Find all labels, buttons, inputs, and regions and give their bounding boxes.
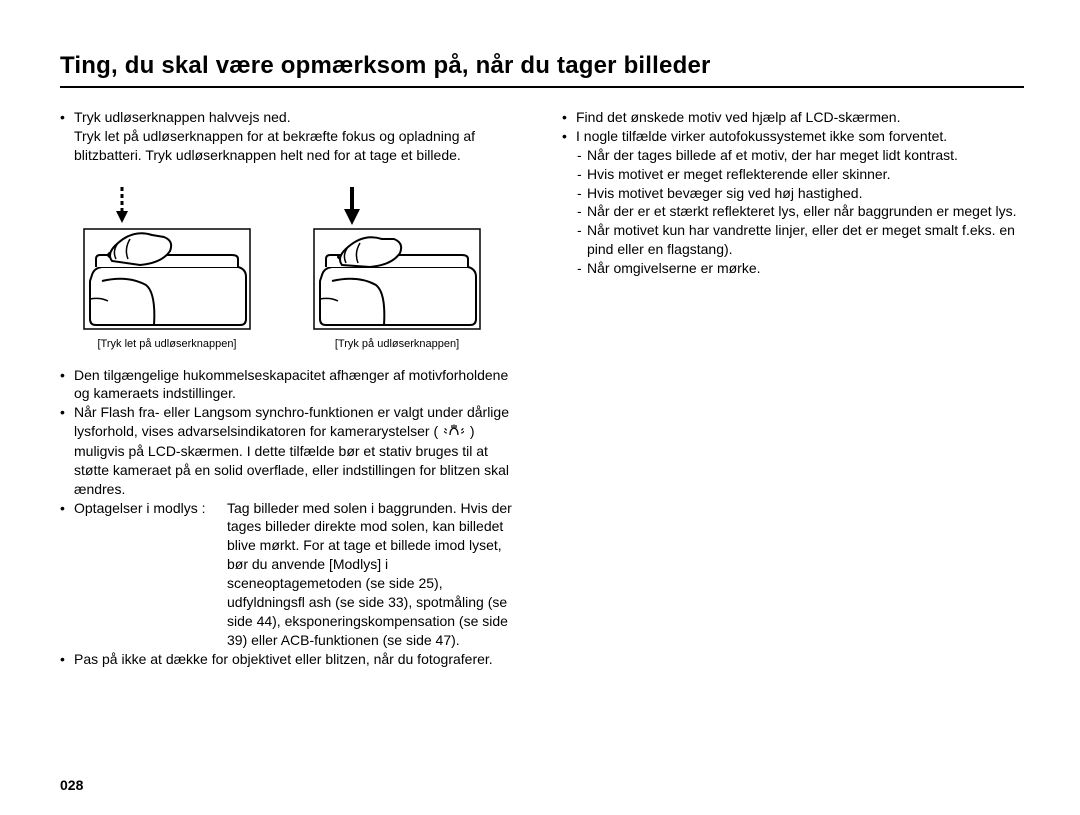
bullet-text: Optagelser i modlys : Tag billeder med s… <box>74 499 522 650</box>
camera-shake-icon <box>444 423 464 442</box>
bullet-text: Pas på ikke at dække for objektivet elle… <box>74 650 522 669</box>
dash-marker: - <box>577 202 587 221</box>
dash-text: Hvis motivet er meget reflekterende elle… <box>587 165 1024 184</box>
hanging-label: Optagelser i modlys : <box>74 499 227 650</box>
bullet-item: • Tryk udløserknappen halvvejs ned. Tryk… <box>60 108 522 165</box>
dash-item: -Hvis motivet er meget reflekterende ell… <box>577 165 1024 184</box>
bullet-item: • I nogle tilfælde virker autofokussyste… <box>562 127 1024 146</box>
figure-half-press: [Tryk let på udløserknappen] <box>82 181 252 352</box>
dash-list: -Når der tages billede af et motiv, der … <box>577 146 1024 278</box>
bullet-text: Tryk udløserknappen halvvejs ned. Tryk l… <box>74 108 522 165</box>
bullet-item: • Pas på ikke at dække for objektivet el… <box>60 650 522 669</box>
bullet-text: I nogle tilfælde virker autofokussysteme… <box>576 127 1024 146</box>
shutter-full-press-illustration <box>312 181 482 331</box>
bullet-text: Den tilgængelige hukommelseskapacitet af… <box>74 366 522 404</box>
bullet-item: • Når Flash fra- eller Langsom synchro-f… <box>60 403 522 498</box>
dash-marker: - <box>577 259 587 278</box>
figure-full-press: [Tryk på udløserknappen] <box>312 181 482 352</box>
dash-text: Når omgivelserne er mørke. <box>587 259 1024 278</box>
b1-lead: Tryk udløserknappen halvvejs ned. <box>74 109 291 125</box>
dash-marker: - <box>577 221 587 259</box>
bullet-marker: • <box>60 499 74 650</box>
content-columns: • Tryk udløserknappen halvvejs ned. Tryk… <box>60 108 1024 669</box>
left-column: • Tryk udløserknappen halvvejs ned. Tryk… <box>60 108 522 669</box>
dash-item: -Når der er et stærkt reflekteret lys, e… <box>577 202 1024 221</box>
bullet-text: Find det ønskede motiv ved hjælp af LCD-… <box>576 108 1024 127</box>
dash-item: -Hvis motivet bevæger sig ved høj hastig… <box>577 184 1024 203</box>
shutter-half-press-illustration <box>82 181 252 331</box>
bullet-item: • Optagelser i modlys : Tag billeder med… <box>60 499 522 650</box>
dash-text: Når der er et stærkt reflekteret lys, el… <box>587 202 1024 221</box>
dash-item: -Når motivet kun har vandrette linjer, e… <box>577 221 1024 259</box>
figure-caption: [Tryk let på udløserknappen] <box>98 337 237 352</box>
bullet-item: • Find det ønskede motiv ved hjælp af LC… <box>562 108 1024 127</box>
bullet-marker: • <box>60 650 74 669</box>
bullet-text: Når Flash fra- eller Langsom synchro-fun… <box>74 403 522 498</box>
dash-marker: - <box>577 184 587 203</box>
right-column: • Find det ønskede motiv ved hjælp af LC… <box>562 108 1024 669</box>
manual-page: Ting, du skal være opmærksom på, når du … <box>0 0 1080 815</box>
b1-body: Tryk let på udløserknappen for at bekræf… <box>74 128 475 163</box>
hanging-indent: Optagelser i modlys : Tag billeder med s… <box>74 499 522 650</box>
dash-text: Hvis motivet bevæger sig ved høj hastigh… <box>587 184 1024 203</box>
page-title: Ting, du skal være opmærksom på, når du … <box>60 52 1024 88</box>
dash-item: -Når der tages billede af et motiv, der … <box>577 146 1024 165</box>
dash-marker: - <box>577 146 587 165</box>
hanging-body: Tag billeder med solen i baggrunden. Hvi… <box>227 499 522 650</box>
dash-marker: - <box>577 165 587 184</box>
dash-item: -Når omgivelserne er mørke. <box>577 259 1024 278</box>
figure-caption: [Tryk på udløserknappen] <box>335 337 459 352</box>
bullet-marker: • <box>60 108 74 165</box>
dash-text: Når der tages billede af et motiv, der h… <box>587 146 1024 165</box>
bullet-marker: • <box>562 127 576 146</box>
bullet-item: • Den tilgængelige hukommelseskapacitet … <box>60 366 522 404</box>
page-number: 028 <box>60 777 83 793</box>
figure-row: [Tryk let på udløserknappen] <box>82 181 522 352</box>
dash-text: Når motivet kun har vandrette linjer, el… <box>587 221 1024 259</box>
bullet-marker: • <box>60 366 74 404</box>
bullet-marker: • <box>60 403 74 498</box>
bullet-marker: • <box>562 108 576 127</box>
